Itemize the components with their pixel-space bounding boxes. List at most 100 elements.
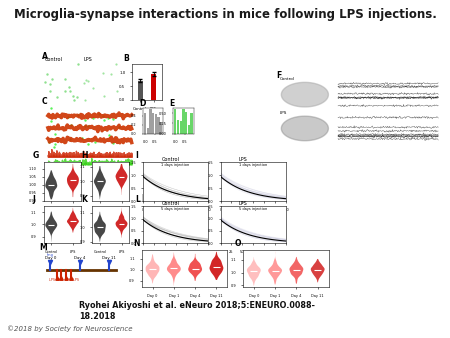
Bar	[149, 110, 152, 134]
Text: K: K	[81, 195, 87, 204]
Point	[90, 115, 97, 120]
Text: LPS: LPS	[280, 111, 288, 115]
Point	[52, 141, 59, 146]
Text: ©2018 by Society for Neuroscience: ©2018 by Society for Neuroscience	[7, 325, 132, 332]
Point	[43, 71, 50, 76]
Text: LPS: LPS	[239, 157, 248, 162]
Text: L: L	[135, 195, 140, 204]
Point	[67, 123, 74, 128]
Bar	[188, 125, 190, 134]
Text: O: O	[234, 239, 241, 248]
Text: G: G	[32, 150, 39, 160]
Point	[48, 76, 55, 82]
Text: Day 11: Day 11	[102, 256, 116, 260]
Point	[71, 97, 78, 102]
Text: Microglia-synapse interactions in mice following LPS injections.: Microglia-synapse interactions in mice f…	[14, 8, 436, 21]
Point	[46, 81, 54, 86]
Point	[108, 72, 115, 77]
Text: D: D	[139, 99, 145, 107]
Point	[109, 140, 116, 146]
Bar	[160, 122, 162, 134]
Text: LPS: LPS	[83, 57, 92, 63]
Point	[65, 84, 72, 90]
Text: LPS: LPS	[239, 201, 248, 206]
Text: I: I	[142, 194, 144, 203]
Text: I: I	[135, 150, 138, 160]
Text: Day 0: Day 0	[45, 256, 56, 260]
Point	[54, 95, 61, 100]
Point	[81, 80, 88, 86]
Text: M: M	[40, 243, 47, 252]
Point	[81, 97, 88, 102]
Bar	[177, 120, 179, 134]
Point	[90, 86, 97, 91]
Point	[113, 88, 120, 93]
Point	[47, 106, 54, 111]
Text: 5 days injection: 5 days injection	[239, 207, 267, 211]
Point	[74, 112, 81, 117]
Bar	[152, 114, 154, 134]
Text: E: E	[169, 99, 175, 107]
Point	[42, 80, 49, 85]
Point	[50, 144, 57, 149]
Point	[116, 124, 123, 130]
Bar	[158, 117, 160, 134]
Bar	[147, 128, 149, 134]
Point	[99, 114, 106, 119]
Point	[91, 139, 99, 144]
Polygon shape	[281, 116, 328, 141]
Point	[100, 71, 107, 76]
Point	[74, 95, 81, 100]
Point	[81, 123, 89, 128]
Point	[62, 89, 69, 94]
Point	[79, 135, 86, 141]
Text: B: B	[123, 54, 129, 63]
Bar	[151, 74, 156, 100]
Point	[52, 131, 59, 137]
Point	[84, 123, 91, 128]
Point	[67, 136, 74, 141]
Text: H: H	[81, 150, 88, 160]
Point	[100, 93, 108, 99]
Bar	[144, 114, 146, 134]
Point	[109, 116, 116, 121]
Bar	[182, 110, 184, 134]
Point	[70, 94, 77, 99]
Text: 1 days injection: 1 days injection	[162, 163, 189, 167]
Point	[112, 62, 120, 67]
Point	[66, 88, 73, 93]
Point	[46, 89, 54, 94]
Point	[85, 78, 92, 84]
Bar	[138, 80, 143, 100]
Text: N: N	[133, 239, 140, 248]
Point	[64, 114, 71, 120]
Bar	[180, 121, 182, 134]
Bar	[190, 113, 193, 134]
Text: 5 days injection: 5 days injection	[162, 207, 189, 211]
Text: Control: Control	[162, 157, 179, 162]
Point	[84, 142, 91, 147]
Text: LPS  LPS  LPS  LPS: LPS LPS LPS LPS	[49, 278, 79, 282]
Text: J: J	[32, 195, 36, 204]
Text: Img: Img	[47, 253, 54, 257]
Text: Control: Control	[45, 57, 62, 63]
Point	[81, 117, 88, 123]
Polygon shape	[281, 82, 328, 107]
Text: F: F	[276, 71, 282, 80]
Point	[74, 62, 81, 67]
Text: C: C	[42, 97, 47, 106]
Point	[46, 140, 53, 145]
Text: Control: Control	[280, 77, 295, 81]
Text: A: A	[42, 52, 48, 61]
Bar	[155, 114, 157, 134]
Point	[47, 118, 54, 123]
Point	[96, 112, 103, 117]
Text: 1 days injection: 1 days injection	[239, 163, 267, 167]
Bar	[174, 110, 176, 134]
Point	[62, 76, 69, 81]
Point	[104, 115, 112, 120]
Text: Control: Control	[162, 201, 179, 206]
Point	[100, 117, 108, 122]
Text: Day 4: Day 4	[74, 256, 86, 260]
Bar	[185, 112, 187, 134]
